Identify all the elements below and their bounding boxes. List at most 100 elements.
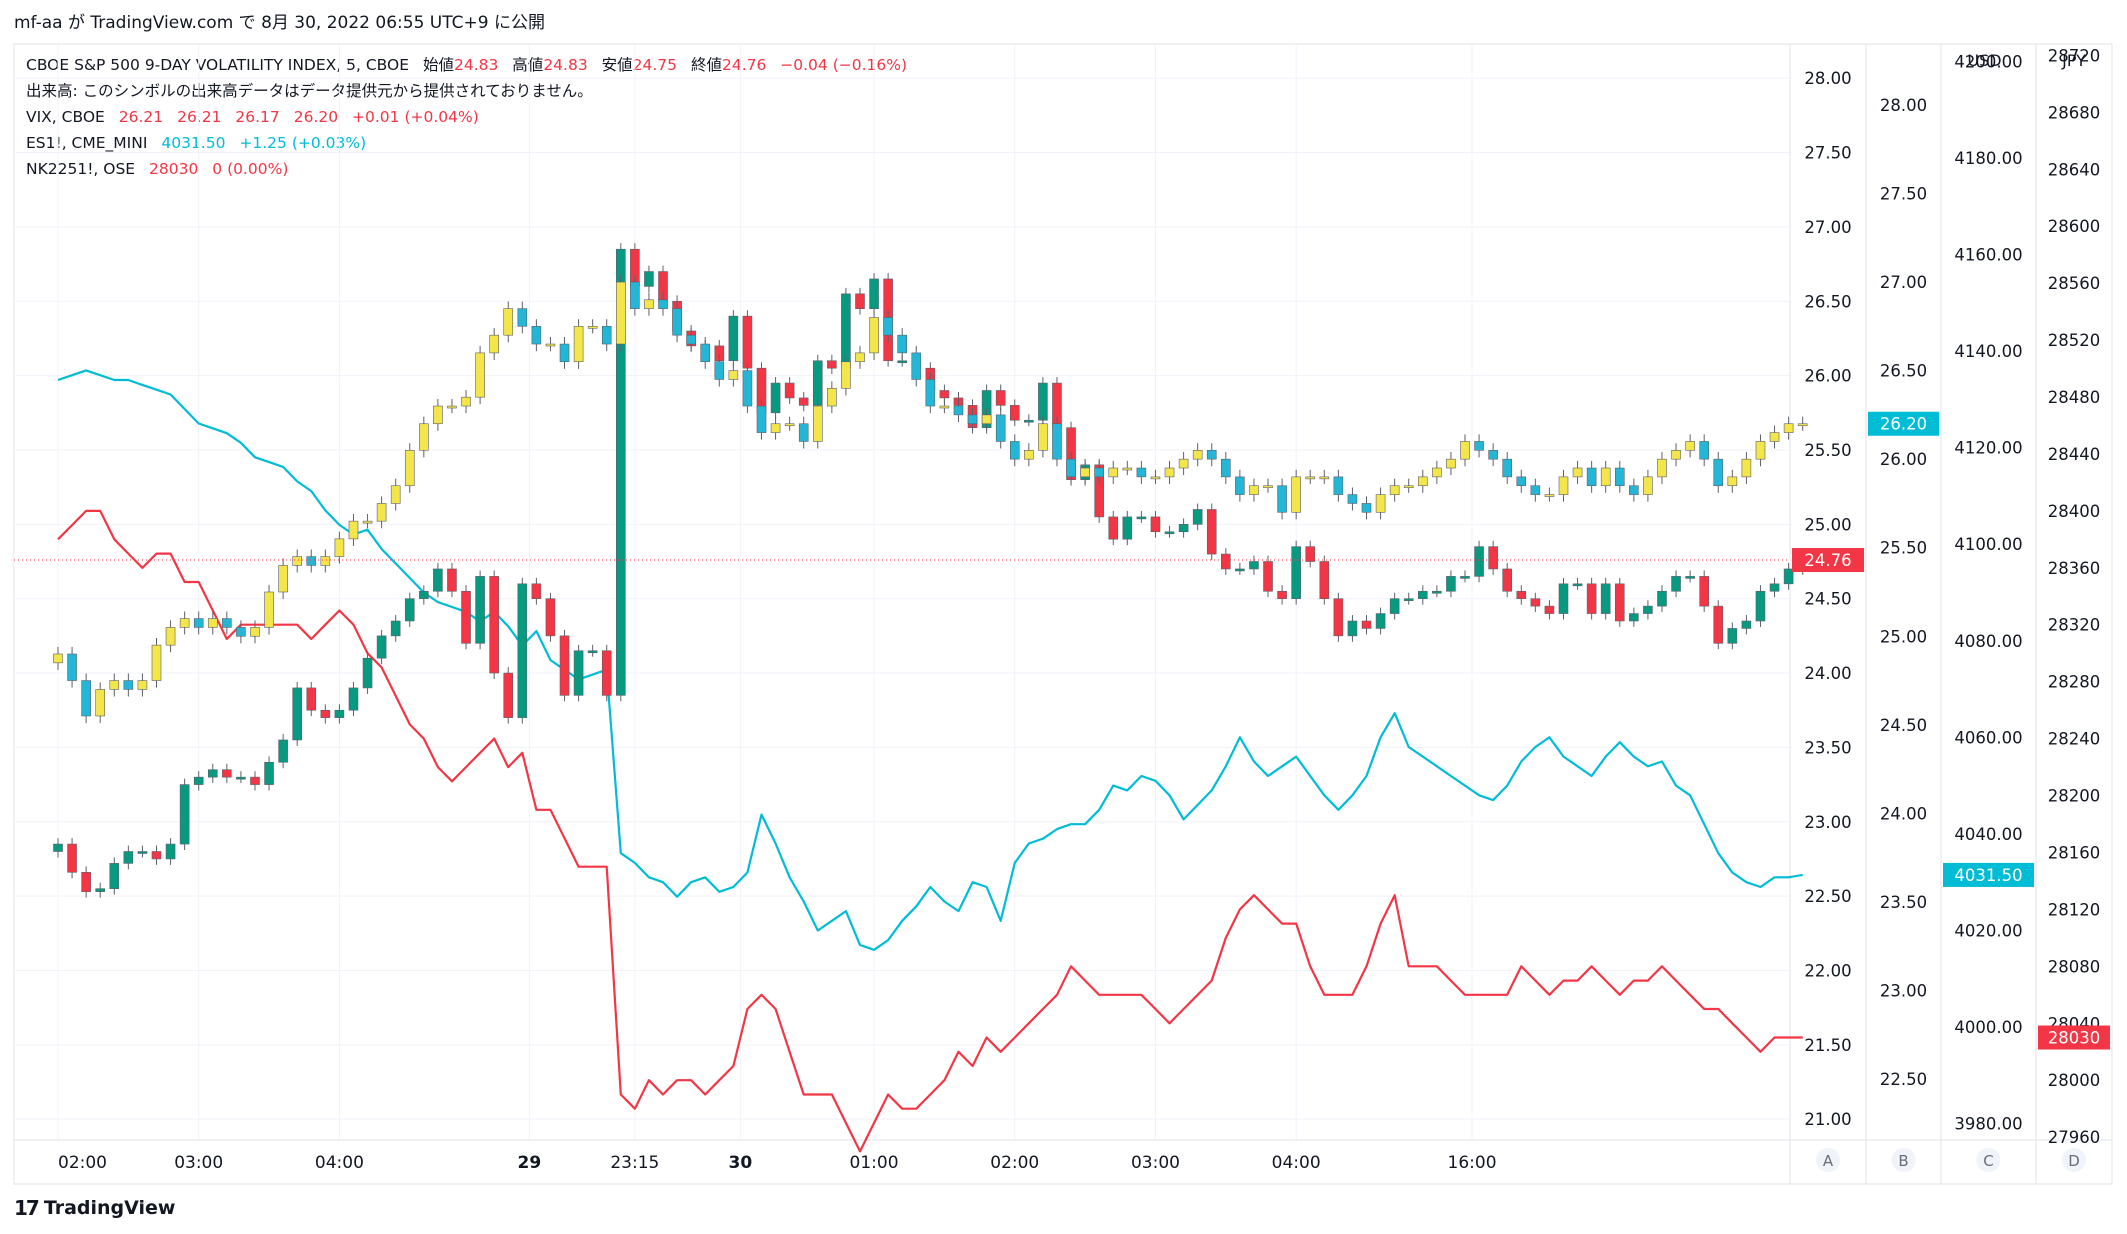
candle-vix[interactable] (1263, 485, 1273, 489)
candle-cboe-s-p-500-9-day-volatility-index[interactable] (770, 382, 781, 414)
candle-vix[interactable] (981, 414, 992, 425)
scale-button-b[interactable] (1891, 1148, 1916, 1172)
candle-cboe-s-p-500-9-day-volatility-index[interactable] (1432, 590, 1442, 594)
candle-vix[interactable] (1685, 441, 1695, 451)
candle-cboe-s-p-500-9-day-volatility-index[interactable] (1347, 620, 1358, 637)
candle-vix[interactable] (756, 405, 767, 433)
candle-vix[interactable] (869, 317, 879, 354)
candle-vix[interactable] (1516, 476, 1527, 487)
candle-vix[interactable] (1417, 476, 1428, 487)
candle-cboe-s-p-500-9-day-volatility-index[interactable] (573, 650, 584, 696)
candle-cboe-s-p-500-9-day-volatility-index[interactable] (236, 776, 246, 780)
candle-vix[interactable] (1446, 458, 1456, 469)
candle-cboe-s-p-500-9-day-volatility-index[interactable] (109, 863, 120, 889)
candle-cboe-s-p-500-9-day-volatility-index[interactable] (292, 687, 302, 741)
candle-vix[interactable] (1066, 458, 1076, 478)
candle-vix[interactable] (53, 653, 63, 664)
candle-cboe-s-p-500-9-day-volatility-index[interactable] (1192, 509, 1203, 525)
candle-vix[interactable] (292, 556, 302, 566)
candle-vix[interactable] (376, 503, 387, 522)
candle-vix[interactable] (1333, 476, 1344, 495)
candle-cboe-s-p-500-9-day-volatility-index[interactable] (95, 888, 106, 892)
candle-cboe-s-p-500-9-day-volatility-index[interactable] (278, 739, 288, 763)
candle-cboe-s-p-500-9-day-volatility-index[interactable] (1783, 568, 1794, 585)
scale-button-c[interactable] (1976, 1148, 2001, 1172)
candle-cboe-s-p-500-9-day-volatility-index[interactable] (995, 390, 1006, 406)
candle-vix[interactable] (742, 370, 753, 407)
candle-cboe-s-p-500-9-day-volatility-index[interactable] (376, 635, 387, 659)
candle-cboe-s-p-500-9-day-volatility-index[interactable] (503, 672, 514, 718)
candle-vix[interactable] (1319, 476, 1330, 480)
candle-vix[interactable] (433, 405, 443, 425)
candle-cboe-s-p-500-9-day-volatility-index[interactable] (1755, 590, 1766, 622)
candle-cboe-s-p-500-9-day-volatility-index[interactable] (348, 687, 359, 711)
legend-main-series[interactable]: CBOE S&P 500 9-DAY VOLATILITY INDEX, 5, … (26, 52, 907, 78)
candle-cboe-s-p-500-9-day-volatility-index[interactable] (1741, 620, 1752, 629)
candle-vix[interactable] (1432, 467, 1442, 478)
candle-cboe-s-p-500-9-day-volatility-index[interactable] (1614, 583, 1625, 622)
candle-cboe-s-p-500-9-day-volatility-index[interactable] (306, 687, 317, 711)
candle-cboe-s-p-500-9-day-volatility-index[interactable] (1516, 590, 1527, 599)
candle-vix[interactable] (1797, 423, 1808, 427)
candle-cboe-s-p-500-9-day-volatility-index[interactable] (53, 843, 63, 852)
candle-cboe-s-p-500-9-day-volatility-index[interactable] (1361, 620, 1372, 629)
candle-vix[interactable] (559, 343, 570, 363)
candle-cboe-s-p-500-9-day-volatility-index[interactable] (545, 598, 556, 637)
candle-vix[interactable] (1080, 467, 1090, 478)
candle-vix[interactable] (1460, 441, 1470, 460)
candle-vix[interactable] (1094, 467, 1104, 478)
candle-cboe-s-p-500-9-day-volatility-index[interactable] (264, 761, 274, 785)
candle-cboe-s-p-500-9-day-volatility-index[interactable] (1333, 598, 1344, 637)
candle-cboe-s-p-500-9-day-volatility-index[interactable] (1164, 531, 1175, 535)
candle-cboe-s-p-500-9-day-volatility-index[interactable] (461, 590, 471, 644)
candle-cboe-s-p-500-9-day-volatility-index[interactable] (67, 843, 77, 873)
candle-vix[interactable] (1783, 423, 1794, 433)
candle-vix[interactable] (137, 680, 148, 690)
candle-cboe-s-p-500-9-day-volatility-index[interactable] (179, 784, 190, 845)
candle-cboe-s-p-500-9-day-volatility-index[interactable] (419, 590, 429, 599)
candle-cboe-s-p-500-9-day-volatility-index[interactable] (1488, 546, 1498, 570)
candle-vix[interactable] (1629, 485, 1639, 495)
candle-cboe-s-p-500-9-day-volatility-index[interactable] (1586, 583, 1597, 614)
candle-cboe-s-p-500-9-day-volatility-index[interactable] (869, 278, 879, 310)
candle-vix[interactable] (812, 405, 823, 442)
candle-cboe-s-p-500-9-day-volatility-index[interactable] (1643, 605, 1653, 614)
candle-vix[interactable] (1192, 450, 1203, 460)
candle-vix[interactable] (883, 317, 893, 336)
candle-cboe-s-p-500-9-day-volatility-index[interactable] (531, 583, 542, 599)
candle-vix[interactable] (503, 308, 514, 336)
candle-vix[interactable] (1530, 485, 1541, 495)
candle-cboe-s-p-500-9-day-volatility-index[interactable] (644, 271, 654, 287)
candle-vix[interactable] (1488, 450, 1498, 460)
candle-cboe-s-p-500-9-day-volatility-index[interactable] (1727, 628, 1738, 644)
candle-vix[interactable] (1009, 441, 1020, 460)
candle-cboe-s-p-500-9-day-volatility-index[interactable] (1319, 561, 1330, 599)
candle-vix[interactable] (967, 414, 978, 425)
candle-vix[interactable] (1178, 458, 1189, 469)
candle-vix[interactable] (545, 343, 556, 347)
candle-cboe-s-p-500-9-day-volatility-index[interactable] (812, 360, 823, 406)
candle-vix[interactable] (995, 414, 1006, 442)
candle-vix[interactable] (264, 591, 274, 628)
candle-vix[interactable] (517, 308, 528, 327)
candle-vix[interactable] (1502, 458, 1513, 478)
candle-vix[interactable] (1586, 467, 1597, 487)
candle-cboe-s-p-500-9-day-volatility-index[interactable] (728, 315, 739, 362)
candle-vix[interactable] (1150, 476, 1161, 480)
candle-vix[interactable] (81, 680, 91, 717)
candle-cboe-s-p-500-9-day-volatility-index[interactable] (1502, 568, 1513, 592)
candle-vix[interactable] (531, 326, 542, 345)
candle-vix[interactable] (770, 423, 781, 433)
candle-cboe-s-p-500-9-day-volatility-index[interactable] (1136, 516, 1147, 520)
candle-cboe-s-p-500-9-day-volatility-index[interactable] (489, 576, 499, 674)
candle-vix[interactable] (855, 352, 865, 363)
candle-cboe-s-p-500-9-day-volatility-index[interactable] (939, 390, 950, 399)
candle-cboe-s-p-500-9-day-volatility-index[interactable] (320, 709, 331, 718)
candle-vix[interactable] (700, 343, 711, 363)
candle-cboe-s-p-500-9-day-volatility-index[interactable] (517, 583, 528, 718)
candle-vix[interactable] (798, 423, 809, 442)
candle-cboe-s-p-500-9-day-volatility-index[interactable] (1178, 524, 1189, 533)
series-line-nk2251-[interactable] (57, 509, 1803, 1153)
candle-cboe-s-p-500-9-day-volatility-index[interactable] (1024, 419, 1034, 423)
candle-vix[interactable] (1614, 467, 1625, 487)
